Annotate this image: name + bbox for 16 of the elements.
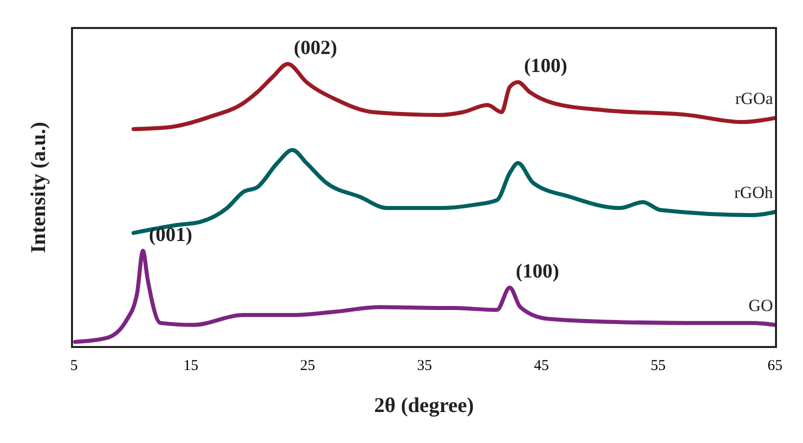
series-label: rGOh [734, 183, 774, 202]
x-tick-label: 45 [534, 358, 549, 374]
x-tick-label: 35 [417, 358, 432, 374]
series-label: GO [748, 296, 773, 315]
annotation: (002) [294, 37, 338, 59]
annotation: (100) [516, 260, 560, 283]
x-tick-label: 65 [768, 358, 782, 374]
x-tick-label: 15 [183, 358, 198, 374]
x-tick-label: 5 [70, 358, 78, 374]
x-tick-label: 55 [650, 358, 666, 374]
annotation: (100) [524, 55, 568, 78]
y-axis-title: Intensity (a.u.) [26, 122, 50, 254]
x-axis-title: 2θ (degree) [374, 393, 474, 417]
series-label: rGOa [735, 89, 774, 108]
annotation: (001) [148, 224, 192, 246]
x-tick-label: 25 [300, 358, 316, 374]
